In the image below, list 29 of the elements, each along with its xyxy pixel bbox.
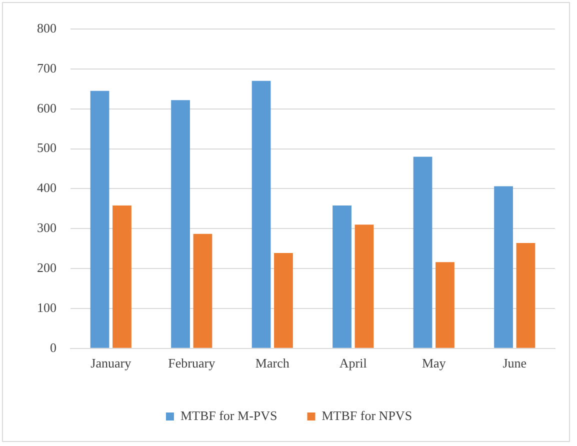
bar: [413, 156, 432, 348]
legend-label: MTBF for NPVS: [322, 408, 412, 423]
y-tick-label: 200: [37, 260, 56, 275]
x-tick-label: June: [502, 356, 527, 371]
bar: [516, 243, 536, 348]
y-tick-label: 300: [37, 220, 56, 236]
y-tick-label: 400: [37, 180, 56, 196]
y-tick-label: 800: [37, 20, 56, 36]
bar: [494, 186, 513, 348]
bar: [193, 234, 212, 348]
bar: [171, 100, 190, 348]
y-tick-label: 0: [50, 340, 56, 355]
x-tick-label: May: [422, 356, 446, 371]
x-tick-label: March: [255, 356, 290, 371]
legend-label: MTBF for M-PVS: [180, 408, 278, 423]
x-tick-label: February: [168, 356, 216, 371]
bar: [274, 252, 293, 348]
x-tick-label: January: [90, 356, 132, 371]
y-tick-label: 500: [37, 140, 56, 156]
bar: [90, 90, 110, 348]
y-tick-label: 600: [37, 100, 56, 116]
bar: [436, 262, 454, 348]
y-tick-label: 100: [37, 300, 56, 315]
x-tick-label: April: [339, 356, 368, 371]
bar: [252, 80, 271, 348]
bar: [112, 205, 132, 348]
y-tick-label: 700: [37, 60, 56, 76]
bar: [332, 205, 352, 348]
bar: [354, 224, 374, 348]
